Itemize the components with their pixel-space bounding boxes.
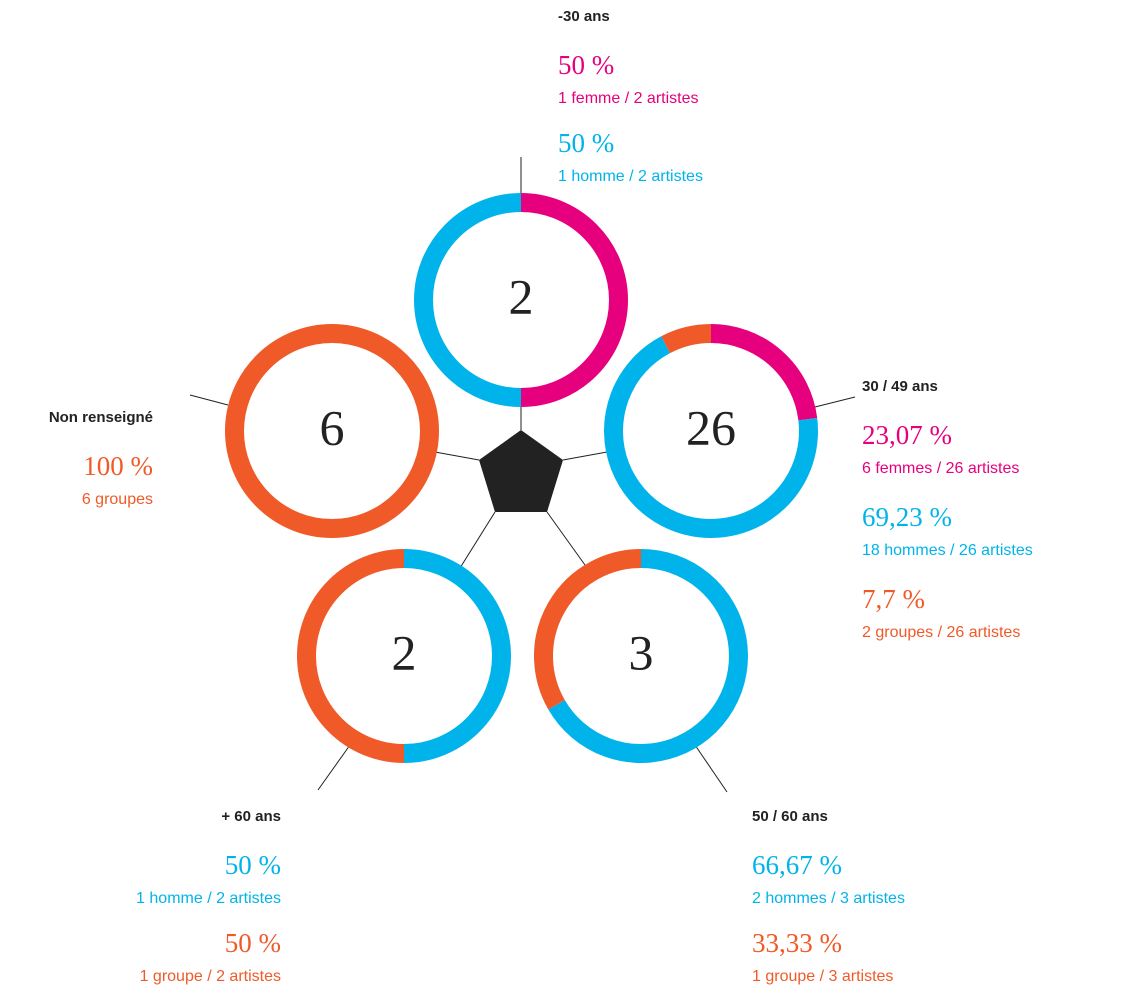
connector xyxy=(694,744,728,793)
connector xyxy=(562,451,608,461)
connector xyxy=(434,451,480,461)
percent-label: 69,23 % xyxy=(862,502,952,532)
percent-label: 50 % xyxy=(558,50,614,80)
category-label: 6 femmes / 26 artistes xyxy=(862,460,1019,477)
connector xyxy=(459,511,496,569)
category-label: 2 hommes / 3 artistes xyxy=(752,890,905,907)
percent-label: 33,33 % xyxy=(752,928,842,958)
category-label: 1 homme / 2 artistes xyxy=(558,168,703,185)
percent-label: 50 % xyxy=(225,850,281,880)
connector xyxy=(814,396,856,408)
category-label: 1 homme / 2 artistes xyxy=(136,890,281,907)
donut-slice xyxy=(548,549,748,763)
category-label: 1 groupe / 2 artistes xyxy=(140,968,281,985)
donut-slice xyxy=(710,324,818,421)
donut-slice xyxy=(225,324,439,538)
category-label: 1 groupe / 3 artistes xyxy=(752,968,893,985)
group-title: Non renseigné xyxy=(49,409,153,426)
percent-label: 7,7 % xyxy=(862,584,925,614)
pentagon xyxy=(479,430,563,512)
percent-label: 100 % xyxy=(83,451,153,481)
donut-total: 3 xyxy=(629,624,654,680)
donut-slice xyxy=(414,193,522,407)
donut-slice xyxy=(520,193,628,407)
connectors xyxy=(189,157,856,793)
category-label: 6 groupes xyxy=(82,491,153,508)
donut-total: 6 xyxy=(320,399,345,455)
donut-slice xyxy=(661,324,712,354)
group-title: + 60 ans xyxy=(221,808,281,825)
group-title: 30 / 49 ans xyxy=(862,378,938,395)
donut-slice xyxy=(534,549,642,710)
donut-slice xyxy=(403,549,511,763)
connector xyxy=(189,394,229,406)
category-label: 18 hommes / 26 artistes xyxy=(862,542,1033,559)
group-title: -30 ans xyxy=(558,8,610,25)
connector xyxy=(546,511,586,566)
donut-total: 2 xyxy=(509,268,534,324)
group-title: 50 / 60 ans xyxy=(752,808,828,825)
connector xyxy=(317,744,351,791)
donut-slice xyxy=(604,336,818,538)
category-label: 2 groupes / 26 artistes xyxy=(862,624,1020,641)
percent-label: 23,07 % xyxy=(862,420,952,450)
percent-label: 50 % xyxy=(225,928,281,958)
percent-label: 50 % xyxy=(558,128,614,158)
category-label: 1 femme / 2 artistes xyxy=(558,90,699,107)
percent-label: 66,67 % xyxy=(752,850,842,880)
donut-total: 26 xyxy=(686,399,736,455)
donut-slice xyxy=(297,549,405,763)
donut-total: 2 xyxy=(392,624,417,680)
